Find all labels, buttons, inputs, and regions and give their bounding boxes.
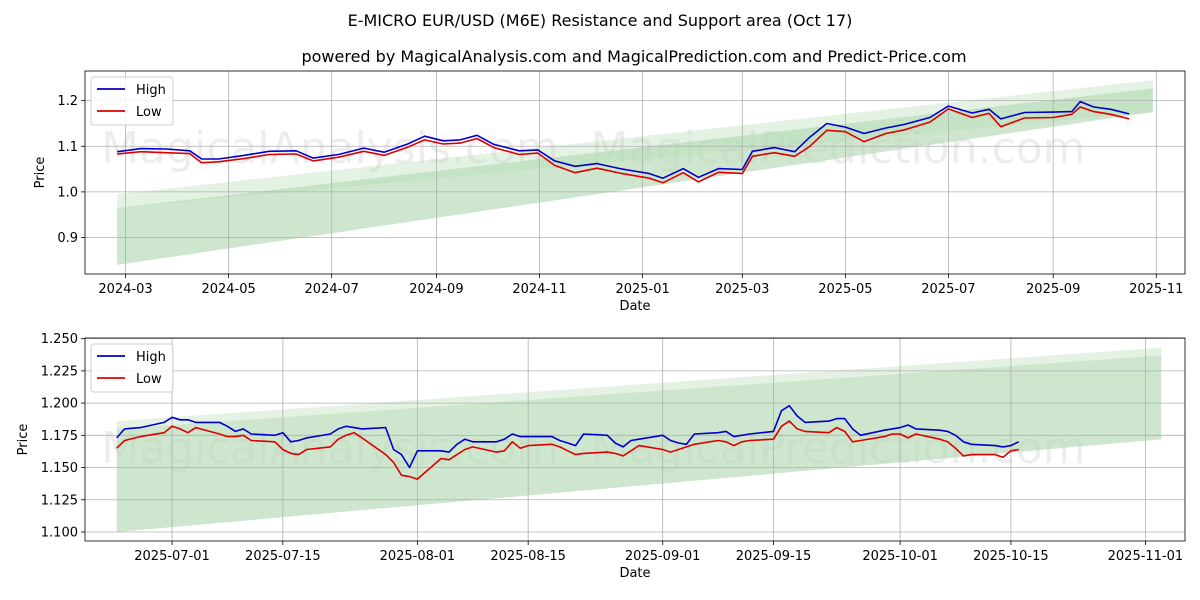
series-line-high: [116, 100, 1130, 179]
x-tick-label: 2025-07-15: [245, 549, 321, 564]
chart-subtitle: powered by MagicalAnalysis.com and Magic…: [301, 47, 966, 66]
y-tick-label: 1.150: [41, 461, 78, 476]
x-tick-label: 2025-07: [921, 282, 975, 297]
y-axis-label: Price: [33, 157, 48, 189]
x-tick-label: 2024-03: [98, 282, 152, 297]
x-tick-label: 2024-09: [409, 282, 463, 297]
recent-chart: MagicalAnalysis.comMagicalPrediction.com…: [16, 332, 1186, 581]
legend-label-low: Low: [136, 372, 162, 387]
x-tick-label: 2025-03: [715, 282, 769, 297]
x-tick-label: 2025-11: [1129, 282, 1183, 297]
watermark-text: MagicalAnalysis.com: [101, 123, 559, 174]
y-tick-label: 1.125: [41, 493, 78, 508]
x-tick-label: 2025-09-15: [736, 549, 812, 564]
x-tick-label: 2025-11-01: [1108, 549, 1184, 564]
legend-label-high: High: [136, 350, 166, 365]
y-tick-label: 1.0: [57, 185, 78, 200]
axes-frame: [84, 337, 1186, 542]
axes-frame: [84, 70, 1186, 275]
y-tick-label: 1.200: [41, 397, 78, 412]
x-tick-label: 2025-05: [818, 282, 872, 297]
y-axis-label: Price: [16, 424, 31, 456]
band-area-1: [117, 80, 1153, 208]
series-line-high: [116, 404, 1020, 469]
x-tick-label: 2025-10-15: [973, 549, 1049, 564]
chart-title: E-MICRO EUR/USD (M6E) Resistance and Sup…: [348, 11, 853, 30]
x-tick-label: 2025-01: [615, 282, 669, 297]
y-tick-label: 1.1: [57, 140, 78, 155]
x-tick-label: 2025-07-01: [134, 549, 210, 564]
x-tick-label: 2024-05: [201, 282, 255, 297]
x-tick-label: 2025-09-01: [625, 549, 701, 564]
y-tick-label: 1.250: [41, 332, 78, 347]
series-line-low: [116, 420, 1019, 480]
y-tick-label: 1.175: [41, 429, 78, 444]
legend: High Low: [90, 76, 174, 126]
x-axis-label: Date: [619, 566, 650, 581]
overview-chart: MagicalAnalysis.comMagicalPrediction.com…: [33, 70, 1186, 314]
x-tick-label: 2024-11: [512, 282, 566, 297]
x-tick-label: 2025-08-01: [380, 549, 456, 564]
x-tick-label: 2025-10-01: [862, 549, 938, 564]
y-tick-label: 1.225: [41, 364, 78, 379]
y-tick-label: 0.9: [57, 231, 78, 246]
legend-label-low: Low: [136, 105, 162, 120]
y-tick-label: 1.100: [41, 525, 78, 540]
series-line-low: [117, 106, 1130, 184]
x-tick-label: 2025-08-15: [490, 549, 566, 564]
y-tick-label: 1.2: [57, 94, 78, 109]
legend: High Low: [90, 343, 174, 393]
x-tick-label: 2024-07: [305, 282, 359, 297]
x-tick-label: 2025-09: [1026, 282, 1080, 297]
legend-label-high: High: [136, 83, 166, 98]
x-axis-label: Date: [619, 299, 650, 314]
